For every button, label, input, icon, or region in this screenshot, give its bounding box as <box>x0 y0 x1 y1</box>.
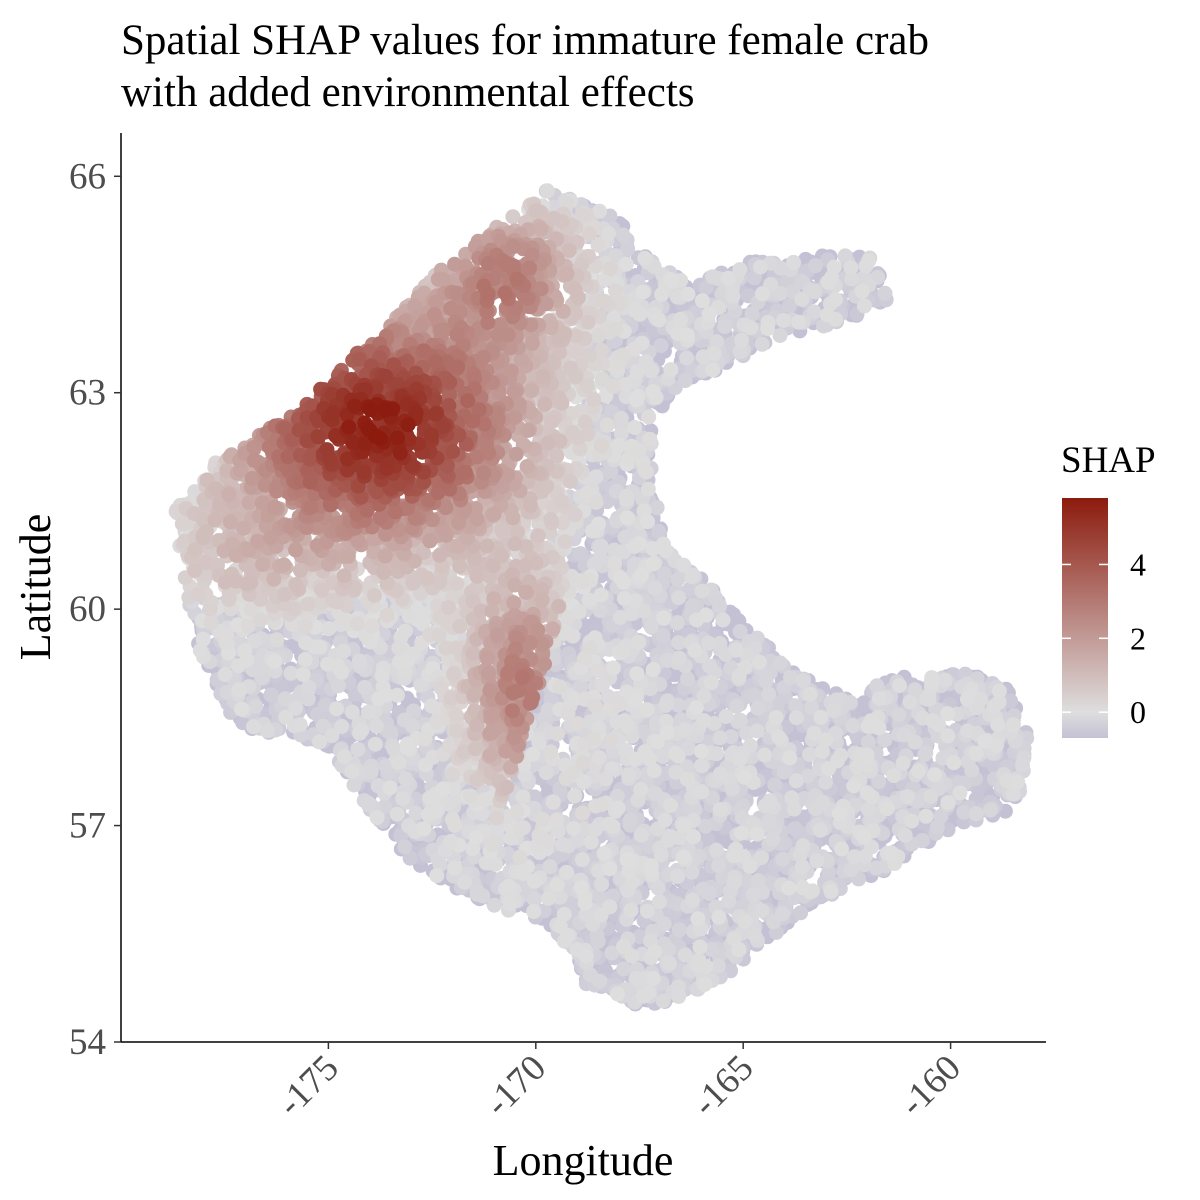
data-point <box>746 687 762 703</box>
data-point <box>818 774 834 790</box>
data-point <box>573 546 588 562</box>
data-point <box>616 961 632 977</box>
data-point <box>982 802 998 818</box>
data-point <box>593 538 609 554</box>
data-point <box>650 880 666 896</box>
data-point <box>486 897 502 913</box>
data-point <box>787 821 803 837</box>
data-point <box>761 686 777 702</box>
data-point <box>750 700 766 716</box>
data-point <box>767 777 783 793</box>
data-point <box>590 933 606 949</box>
data-point <box>469 886 485 902</box>
data-point <box>795 673 811 689</box>
data-point <box>869 678 885 694</box>
data-point <box>758 674 774 689</box>
data-point <box>398 771 414 787</box>
chart-title: Spatial SHAP values for immature female … <box>121 17 929 116</box>
data-point <box>680 671 695 687</box>
data-point <box>783 669 798 685</box>
data-point <box>793 905 809 921</box>
data-point <box>776 764 792 780</box>
data-point <box>655 748 671 764</box>
data-point <box>774 906 790 922</box>
data-point <box>845 718 861 734</box>
data-point <box>615 227 631 243</box>
data-point <box>775 851 791 867</box>
data-point <box>806 304 822 320</box>
data-point <box>1015 757 1030 773</box>
data-points <box>168 183 1035 1012</box>
data-point <box>397 839 413 855</box>
data-point <box>877 285 893 301</box>
data-point <box>645 323 661 339</box>
data-point <box>772 655 788 671</box>
data-point <box>360 795 376 811</box>
data-point <box>671 922 687 938</box>
data-point <box>732 712 748 728</box>
data-point <box>1003 693 1019 709</box>
data-point <box>383 724 399 740</box>
chart-title-line-2: with added environmental effects <box>121 69 695 116</box>
data-point <box>711 858 727 874</box>
data-point <box>765 831 781 847</box>
data-point <box>643 619 659 635</box>
data-point <box>754 336 770 352</box>
data-point <box>918 745 934 761</box>
data-point <box>655 628 671 644</box>
data-point <box>670 571 686 587</box>
data-point <box>649 500 665 516</box>
data-point <box>263 687 279 703</box>
data-point <box>677 373 693 389</box>
data-point <box>402 850 418 866</box>
data-point <box>357 679 373 695</box>
chart-title-line-1: Spatial SHAP values for immature female … <box>121 17 929 64</box>
data-point <box>968 806 984 822</box>
data-point <box>542 859 558 875</box>
data-point <box>330 678 346 694</box>
data-point <box>700 832 716 848</box>
data-point <box>623 812 638 828</box>
data-point <box>860 734 876 750</box>
data-point <box>589 619 605 635</box>
data-point <box>669 615 685 631</box>
data-point <box>702 885 718 901</box>
data-point <box>717 319 733 335</box>
data-point <box>808 258 823 274</box>
data-point <box>843 862 859 878</box>
data-point <box>891 707 907 723</box>
